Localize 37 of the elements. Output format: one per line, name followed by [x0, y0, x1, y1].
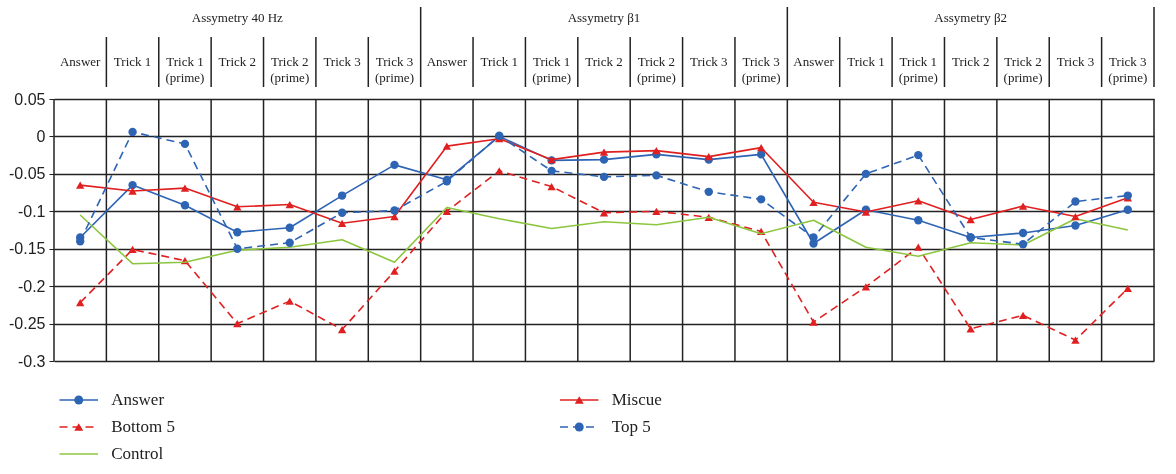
x-tick-label: Trick 3: [690, 54, 728, 69]
x-tick-label: Trick 1: [113, 54, 152, 69]
x-tick-label: Trick 3 (prime): [374, 54, 414, 85]
y-tick-label: -0.15: [9, 240, 46, 258]
y-tick-label: 0.05: [14, 90, 46, 108]
legend-label: Answer: [111, 390, 165, 409]
text: Assymetry 40 Hz: [191, 10, 284, 25]
x-tick-label: Trick 2: [218, 54, 257, 69]
x-tick-label: Trick 3 (prime): [741, 54, 781, 85]
x-tick-label: Trick 1: [480, 54, 518, 69]
y-tick-label: -0.1: [17, 202, 46, 220]
x-tick-label: Trick 2: [585, 54, 623, 69]
x-tick-label: Trick 2: [951, 54, 990, 69]
y-tick-label: 0: [36, 127, 46, 145]
text: Assymetry β1: [567, 10, 641, 25]
text: Assymetry β2: [934, 10, 1008, 25]
legend-label: Miscue: [611, 390, 662, 409]
x-tick-label: Trick 3 (prime): [1108, 54, 1148, 85]
x-tick-label: Trick 1: [847, 54, 885, 69]
x-tick-label: Trick 2 (prime): [636, 54, 676, 85]
x-tick-label: Trick 2 (prime): [270, 54, 310, 85]
legend-label: Control: [111, 444, 164, 463]
x-tick-label: Answer: [59, 54, 102, 69]
x-tick-label: Answer: [793, 54, 835, 69]
y-tick-label: -0.25: [9, 315, 46, 333]
x-tick-label: Trick 2 (prime): [1003, 54, 1043, 85]
x-tick-label: Trick 3: [323, 54, 361, 69]
legend-label: Top 5: [611, 417, 651, 436]
x-tick-label: Trick 1 (prime): [165, 54, 205, 85]
x-tick-label: Trick 3: [1056, 54, 1095, 69]
y-tick-label: -0.2: [17, 277, 46, 295]
x-tick-label: Trick 1 (prime): [532, 54, 572, 85]
y-tick-label: -0.3: [17, 352, 46, 370]
legend-label: Bottom 5: [111, 417, 175, 436]
y-tick-label: -0.05: [9, 165, 46, 183]
x-tick-label: Answer: [426, 54, 468, 69]
x-tick-label: Trick 1 (prime): [898, 54, 938, 85]
